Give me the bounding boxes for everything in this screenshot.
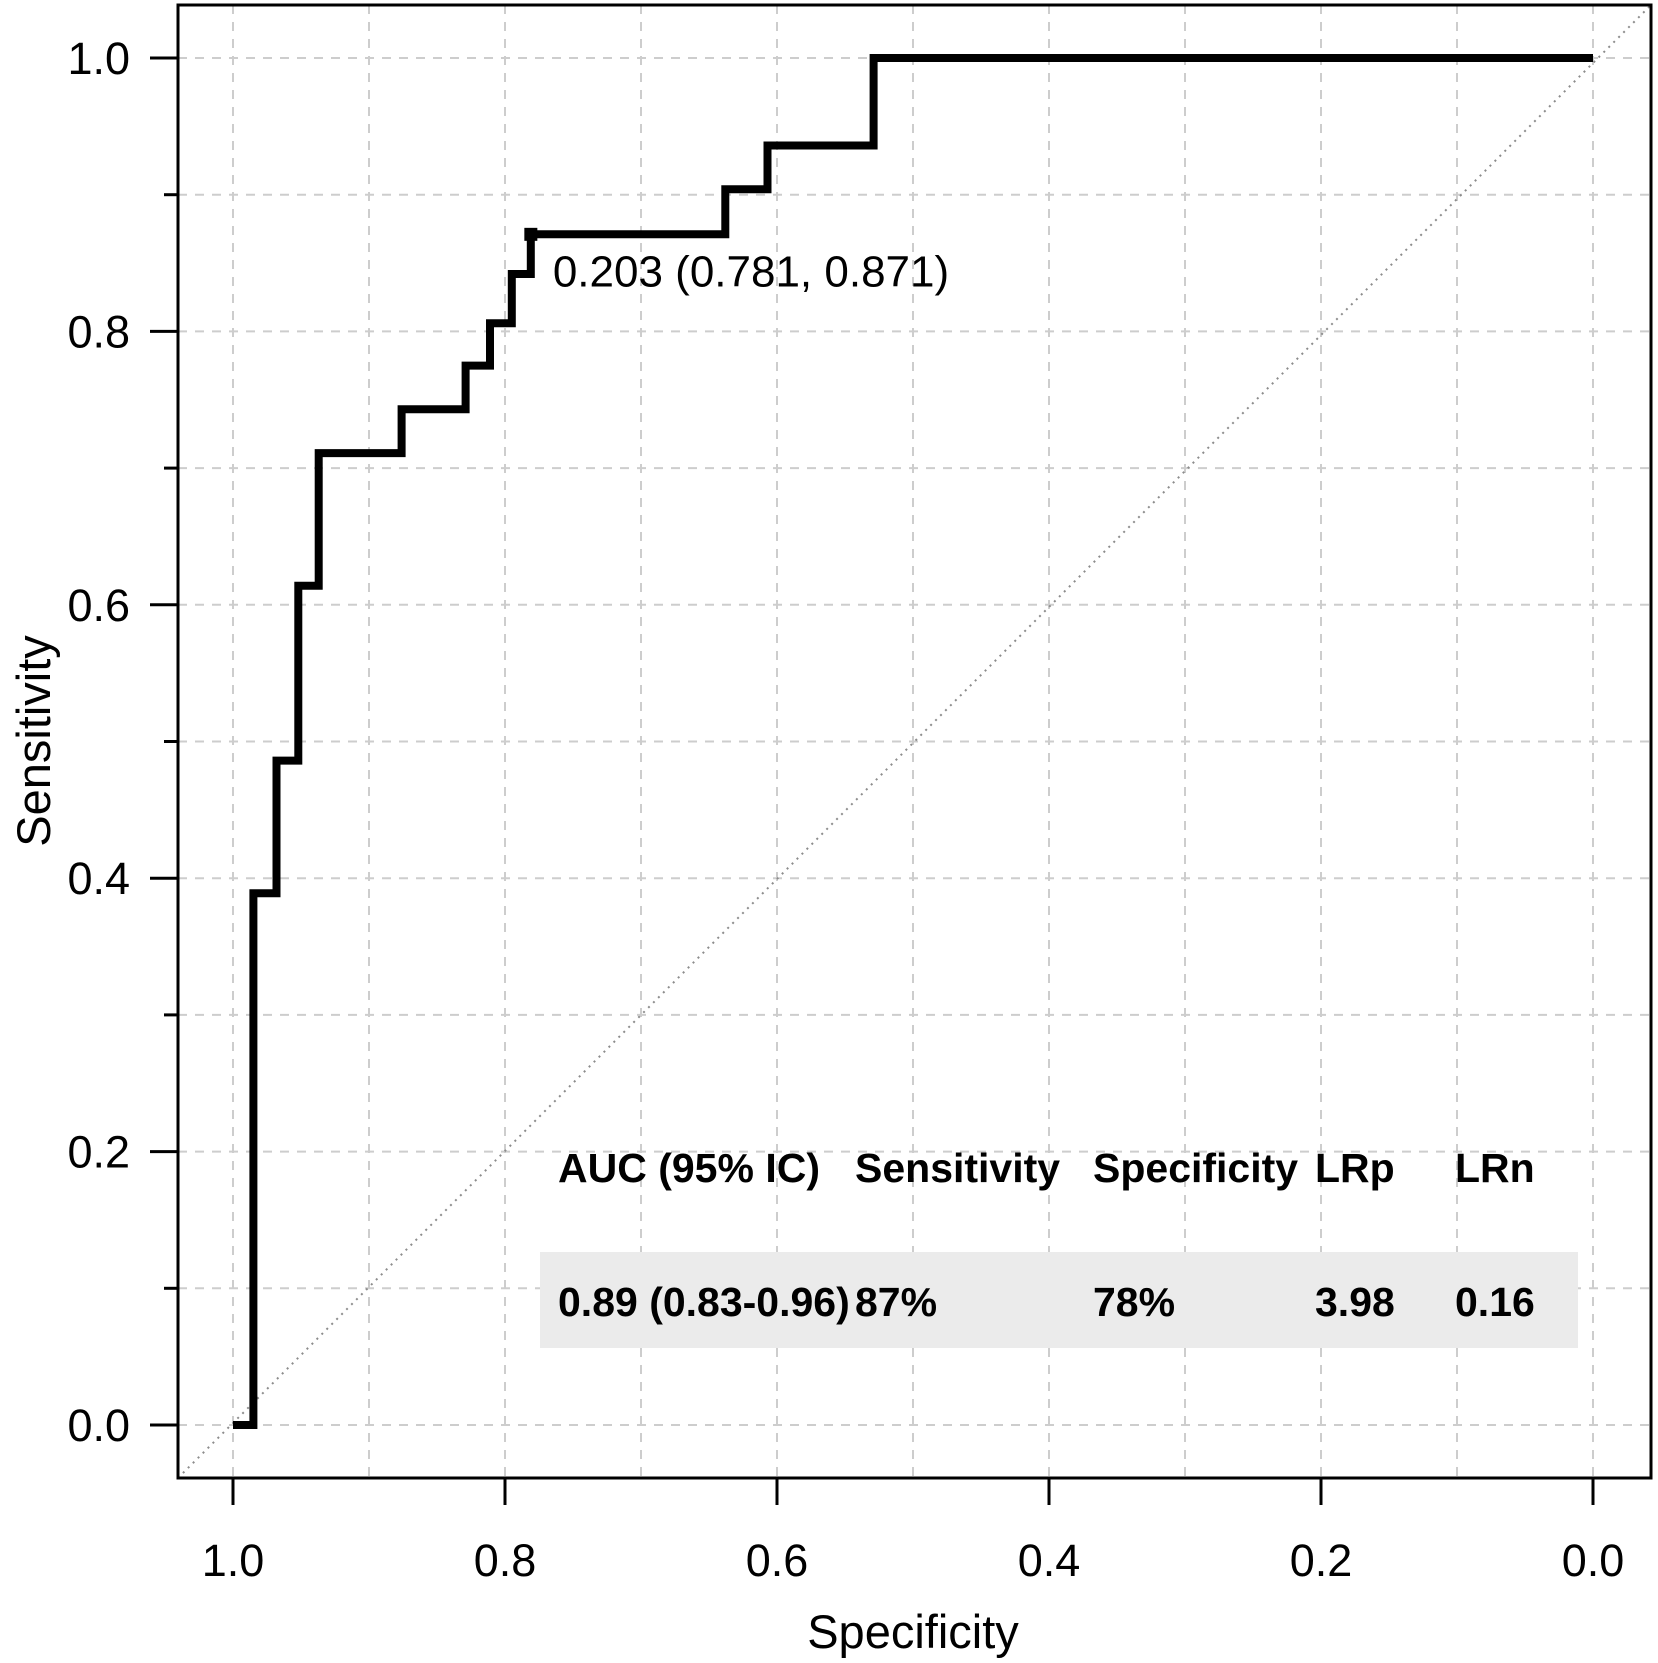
stats-header-lrp: LRp <box>1315 1145 1395 1191</box>
x-axis-title: Specificity <box>807 1605 1019 1658</box>
stats-header-lrn: LRn <box>1455 1145 1535 1191</box>
x-tick-label: 0.8 <box>474 1535 537 1586</box>
y-tick-label: 1.0 <box>67 33 130 84</box>
stats-value-specificity: 78% <box>1093 1279 1175 1325</box>
stats-header-auc: AUC (95% IC) <box>558 1145 820 1191</box>
threshold-annotation: 0.203 (0.781, 0.871) <box>553 247 949 296</box>
x-tick-label: 0.4 <box>1018 1535 1081 1586</box>
tick-labels-layer: 1.0 0.8 0.6 0.4 0.2 0.0 1.0 0.8 0.6 0.4 0.2 0.0 <box>67 33 1624 1586</box>
stats-value-lrp: 3.98 <box>1315 1279 1395 1325</box>
y-tick-label: 0.2 <box>67 1127 130 1178</box>
stats-table-band <box>540 1252 1578 1348</box>
y-tick-label: 0.8 <box>67 306 130 357</box>
stats-value-sensitivity: 87% <box>855 1279 937 1325</box>
x-tick-label: 1.0 <box>202 1535 265 1586</box>
x-tick-label: 0.0 <box>1562 1535 1625 1586</box>
stats-value-lrn: 0.16 <box>1455 1279 1535 1325</box>
stats-header-sensitivity: Sensitivity <box>855 1145 1060 1191</box>
ticks-layer <box>150 56 1595 1505</box>
y-axis-title: Sensitivity <box>7 635 60 847</box>
y-tick-label: 0.4 <box>67 853 130 904</box>
stats-header-specificity: Specificity <box>1093 1145 1298 1191</box>
y-tick-label: 0.0 <box>67 1400 130 1451</box>
threshold-point-marker <box>524 227 538 241</box>
roc-curve <box>233 54 1593 1429</box>
x-tick-label: 0.2 <box>1290 1535 1353 1586</box>
y-tick-label: 0.6 <box>67 580 130 631</box>
x-tick-label: 0.6 <box>746 1535 809 1586</box>
stats-table: AUC (95% IC) Sensitivity Specificity LRp… <box>540 1145 1578 1348</box>
stats-value-auc: 0.89 (0.83-0.96) <box>558 1279 850 1325</box>
